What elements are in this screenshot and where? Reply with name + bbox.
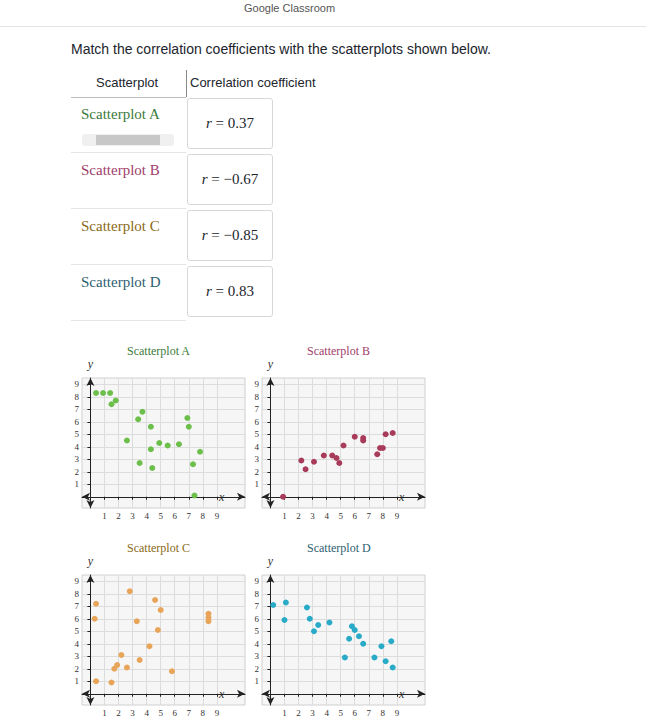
svg-text:Scatterplot B: Scatterplot B bbox=[307, 344, 370, 358]
svg-text:7: 7 bbox=[187, 708, 192, 718]
svg-text:3: 3 bbox=[75, 454, 80, 464]
svg-text:7: 7 bbox=[255, 404, 260, 414]
svg-text:7: 7 bbox=[255, 601, 260, 611]
html-text:Match the correlation coeffici: Match the correlation coefficients with … bbox=[71, 41, 491, 57]
svg-text:y: y bbox=[87, 357, 94, 371]
svg-text:7: 7 bbox=[187, 511, 192, 521]
html-text:r = −0.67: r = −0.67 bbox=[201, 171, 259, 187]
svg-text:8: 8 bbox=[201, 708, 206, 718]
svg-text:1: 1 bbox=[102, 708, 107, 718]
svg-text:3: 3 bbox=[255, 454, 260, 464]
svg-text:9: 9 bbox=[255, 576, 260, 586]
svg-text:1: 1 bbox=[75, 479, 80, 489]
html-text:Scatterplot D: Scatterplot D bbox=[81, 274, 161, 290]
svg-text:5: 5 bbox=[158, 708, 163, 718]
svg-text:2: 2 bbox=[255, 664, 260, 674]
svg-text:4: 4 bbox=[75, 639, 80, 649]
svg-text:7: 7 bbox=[367, 511, 372, 521]
svg-text:1: 1 bbox=[102, 511, 107, 521]
html-text:Scatterplot B: Scatterplot B bbox=[81, 162, 160, 178]
svg-text:x: x bbox=[218, 490, 225, 504]
svg-text:1: 1 bbox=[282, 511, 287, 521]
html-text:Correlation coefficient: Correlation coefficient bbox=[190, 75, 316, 90]
svg-text:y: y bbox=[87, 554, 94, 568]
svg-text:8: 8 bbox=[381, 511, 386, 521]
svg-text:5: 5 bbox=[338, 511, 343, 521]
svg-text:6: 6 bbox=[352, 708, 357, 718]
html-text:r = 0.83: r = 0.83 bbox=[206, 283, 254, 299]
svg-text:Scatterplot C: Scatterplot C bbox=[127, 541, 190, 555]
svg-text:4: 4 bbox=[255, 442, 260, 452]
svg-text:2: 2 bbox=[116, 708, 121, 718]
svg-text:4: 4 bbox=[144, 708, 149, 718]
svg-text:2: 2 bbox=[75, 664, 80, 674]
svg-text:2: 2 bbox=[116, 511, 121, 521]
svg-text:9: 9 bbox=[75, 379, 80, 389]
svg-text:3: 3 bbox=[310, 708, 315, 718]
svg-text:y: y bbox=[267, 554, 274, 568]
svg-text:6: 6 bbox=[172, 511, 177, 521]
svg-text:9: 9 bbox=[215, 708, 220, 718]
svg-text:x: x bbox=[218, 687, 225, 701]
svg-text:1: 1 bbox=[282, 708, 287, 718]
svg-text:8: 8 bbox=[381, 708, 386, 718]
svg-text:3: 3 bbox=[130, 511, 135, 521]
svg-text:8: 8 bbox=[75, 589, 80, 599]
svg-text:3: 3 bbox=[75, 651, 80, 661]
svg-text:6: 6 bbox=[255, 614, 260, 624]
svg-text:Scatterplot A: Scatterplot A bbox=[127, 344, 190, 358]
svg-text:8: 8 bbox=[255, 392, 260, 402]
svg-text:y: y bbox=[267, 357, 274, 371]
svg-text:9: 9 bbox=[395, 708, 400, 718]
svg-text:7: 7 bbox=[75, 404, 80, 414]
svg-text:6: 6 bbox=[172, 708, 177, 718]
html-text:r = 0.37: r = 0.37 bbox=[206, 115, 254, 131]
svg-text:6: 6 bbox=[352, 511, 357, 521]
svg-text:8: 8 bbox=[201, 511, 206, 521]
svg-text:5: 5 bbox=[255, 429, 260, 439]
html-text:Scatterplot C: Scatterplot C bbox=[81, 218, 160, 234]
svg-text:2: 2 bbox=[296, 708, 301, 718]
svg-text:6: 6 bbox=[75, 614, 80, 624]
svg-text:2: 2 bbox=[296, 511, 301, 521]
svg-text:4: 4 bbox=[324, 708, 329, 718]
svg-text:1: 1 bbox=[255, 676, 260, 686]
svg-text:1: 1 bbox=[75, 676, 80, 686]
svg-text:2: 2 bbox=[75, 467, 80, 477]
svg-text:4: 4 bbox=[255, 639, 260, 649]
svg-text:9: 9 bbox=[215, 511, 220, 521]
html-text:r = −0.85: r = −0.85 bbox=[201, 227, 259, 243]
svg-text:5: 5 bbox=[338, 708, 343, 718]
svg-text:6: 6 bbox=[255, 417, 260, 427]
svg-text:8: 8 bbox=[255, 589, 260, 599]
svg-text:x: x bbox=[398, 490, 405, 504]
html-text:Scatterplot A: Scatterplot A bbox=[81, 106, 160, 122]
svg-text:3: 3 bbox=[310, 511, 315, 521]
svg-text:9: 9 bbox=[255, 379, 260, 389]
svg-text:9: 9 bbox=[75, 576, 80, 586]
html-text:Scatterplot: Scatterplot bbox=[96, 75, 159, 90]
svg-text:7: 7 bbox=[367, 708, 372, 718]
svg-text:4: 4 bbox=[144, 511, 149, 521]
svg-text:6: 6 bbox=[75, 417, 80, 427]
svg-text:4: 4 bbox=[75, 442, 80, 452]
svg-text:4: 4 bbox=[324, 511, 329, 521]
svg-text:7: 7 bbox=[75, 601, 80, 611]
svg-text:3: 3 bbox=[130, 708, 135, 718]
svg-text:8: 8 bbox=[75, 392, 80, 402]
svg-text:5: 5 bbox=[158, 511, 163, 521]
svg-text:Scatterplot D: Scatterplot D bbox=[307, 541, 371, 555]
svg-text:2: 2 bbox=[255, 467, 260, 477]
svg-text:x: x bbox=[398, 687, 405, 701]
html-text:Google Classroom: Google Classroom bbox=[244, 2, 336, 14]
svg-text:5: 5 bbox=[255, 626, 260, 636]
svg-text:3: 3 bbox=[255, 651, 260, 661]
svg-text:5: 5 bbox=[75, 429, 80, 439]
svg-text:1: 1 bbox=[255, 479, 260, 489]
svg-text:9: 9 bbox=[395, 511, 400, 521]
svg-text:5: 5 bbox=[75, 626, 80, 636]
